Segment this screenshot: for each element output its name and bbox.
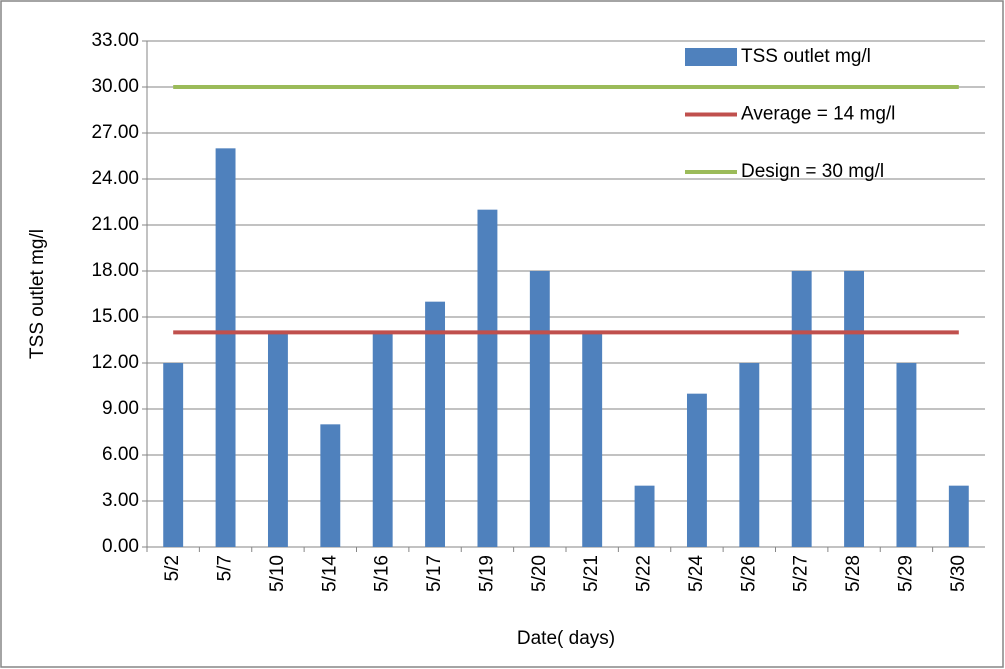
- bar: [529, 271, 550, 547]
- x-tick-label: 5/14: [319, 555, 340, 592]
- x-tick-label: 5/19: [476, 555, 497, 592]
- x-tick-label: 5/28: [843, 555, 864, 592]
- y-tick-label: 27.00: [91, 122, 139, 143]
- y-tick-label: 6.00: [102, 444, 139, 465]
- bar: [215, 148, 236, 548]
- x-tick-label: 5/27: [791, 555, 812, 592]
- bar: [582, 332, 603, 547]
- y-tick-label: 33.00: [91, 30, 139, 51]
- bar: [477, 209, 498, 547]
- x-tick-label: 5/20: [529, 555, 550, 592]
- x-tick-label: 5/2: [162, 555, 183, 581]
- x-tick-label: 5/30: [948, 555, 969, 592]
- legend-swatch: [685, 48, 737, 66]
- bar: [896, 363, 917, 547]
- y-tick-label: 24.00: [91, 168, 139, 189]
- legend-label: Design = 30 mg/l: [741, 161, 884, 182]
- y-tick-label: 15.00: [91, 306, 139, 327]
- bar: [739, 363, 760, 547]
- y-tick-label: 18.00: [91, 260, 139, 281]
- bar: [267, 332, 288, 547]
- bar: [163, 363, 184, 547]
- bar: [320, 424, 341, 547]
- x-tick-label: 5/17: [424, 555, 445, 592]
- bar: [372, 332, 393, 547]
- y-tick-label: 12.00: [91, 352, 139, 373]
- x-tick-label: 5/7: [215, 555, 236, 581]
- bar: [791, 271, 812, 547]
- y-axis-title: TSS outlet mg/l: [27, 229, 48, 359]
- legend-label: Average = 14 mg/l: [741, 104, 895, 125]
- x-tick-label: 5/29: [895, 555, 916, 592]
- x-axis-title: Date( days): [517, 628, 615, 649]
- x-tick-label: 5/26: [738, 555, 759, 592]
- x-tick-label: 5/21: [581, 555, 602, 592]
- bar: [425, 301, 446, 547]
- x-tick-label: 5/22: [634, 555, 655, 592]
- y-tick-label: 3.00: [102, 490, 139, 511]
- bar: [948, 485, 969, 547]
- bar: [634, 485, 655, 547]
- y-tick-label: 9.00: [102, 398, 139, 419]
- x-tick-label: 5/16: [372, 555, 393, 592]
- y-tick-label: 30.00: [91, 76, 139, 97]
- bar: [686, 393, 707, 547]
- x-tick-label: 5/10: [267, 555, 288, 592]
- x-tick-label: 5/24: [686, 555, 707, 592]
- y-tick-label: 0.00: [102, 536, 139, 557]
- bar: [844, 271, 865, 547]
- legend-label: TSS outlet mg/l: [741, 46, 871, 67]
- y-tick-label: 21.00: [91, 214, 139, 235]
